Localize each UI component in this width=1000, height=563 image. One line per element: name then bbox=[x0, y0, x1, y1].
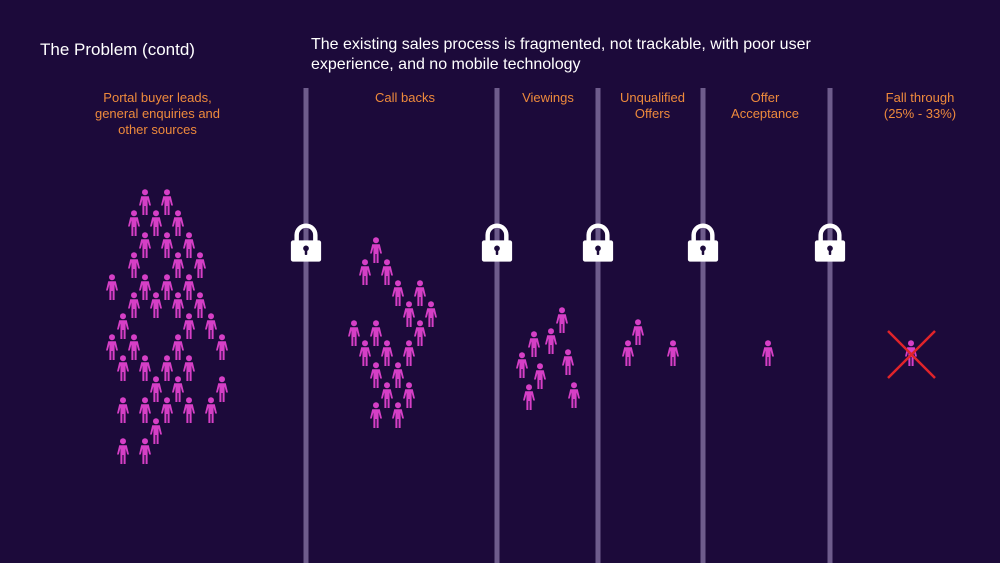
person-icon bbox=[194, 292, 206, 318]
person-icon bbox=[172, 210, 184, 236]
person-icon bbox=[516, 352, 528, 378]
person-icon bbox=[392, 402, 404, 428]
person-icon bbox=[150, 210, 162, 236]
cross-icon bbox=[887, 330, 936, 379]
person-icon bbox=[161, 232, 173, 258]
person-icon bbox=[392, 362, 404, 388]
person-icon bbox=[139, 274, 151, 300]
person-icon bbox=[205, 313, 217, 339]
person-icon bbox=[161, 397, 173, 423]
person-icon bbox=[568, 382, 580, 408]
person-icon bbox=[667, 340, 679, 366]
person-icon bbox=[403, 340, 415, 366]
person-icon bbox=[216, 334, 228, 360]
stage-label-leads: Portal buyer leads, general enquiries an… bbox=[94, 90, 221, 137]
person-icon bbox=[117, 438, 129, 464]
stage-label-offer-acceptance: Offer Acceptance bbox=[731, 90, 799, 121]
person-icon bbox=[172, 252, 184, 278]
person-icon bbox=[370, 237, 382, 263]
person-icon bbox=[194, 252, 206, 278]
person-icon bbox=[348, 320, 360, 346]
person-icon bbox=[161, 189, 173, 215]
person-icon bbox=[128, 334, 140, 360]
person-icon bbox=[359, 259, 371, 285]
stage-label-call-backs: Call backs bbox=[375, 90, 435, 105]
person-icon bbox=[216, 376, 228, 402]
person-icon bbox=[183, 274, 195, 300]
person-icon bbox=[205, 397, 217, 423]
person-icon bbox=[106, 334, 118, 360]
person-icon bbox=[425, 301, 437, 327]
person-icon bbox=[183, 313, 195, 339]
person-icon bbox=[392, 280, 404, 306]
person-icon bbox=[183, 355, 195, 381]
person-icon bbox=[139, 189, 151, 215]
stage-label-fall-through: Fall through (25% - 33%) bbox=[883, 90, 957, 121]
stage-label-unqualified-offers: Unqualified Offers bbox=[619, 90, 686, 121]
person-icon bbox=[359, 340, 371, 366]
person-icon bbox=[117, 313, 129, 339]
person-icon bbox=[139, 355, 151, 381]
person-icon bbox=[117, 355, 129, 381]
person-icon bbox=[106, 274, 118, 300]
person-icon bbox=[172, 334, 184, 360]
person-icon bbox=[414, 280, 426, 306]
person-icon bbox=[403, 382, 415, 408]
person-icon bbox=[150, 292, 162, 318]
slide-subtitle: The existing sales process is fragmented… bbox=[311, 36, 811, 73]
person-icon bbox=[183, 232, 195, 258]
person-icon bbox=[762, 340, 774, 366]
person-icon bbox=[161, 274, 173, 300]
person-icon bbox=[556, 307, 568, 333]
person-icon bbox=[128, 252, 140, 278]
person-icon bbox=[172, 376, 184, 402]
person-icon bbox=[117, 397, 129, 423]
person-icon bbox=[632, 319, 644, 345]
person-icon bbox=[128, 292, 140, 318]
person-icon bbox=[534, 363, 546, 389]
person-icon bbox=[150, 376, 162, 402]
person-icon bbox=[139, 397, 151, 423]
person-icon bbox=[523, 384, 535, 410]
person-icon bbox=[414, 320, 426, 346]
person-icon bbox=[370, 402, 382, 428]
person-icon bbox=[370, 320, 382, 346]
person-icon bbox=[545, 328, 557, 354]
person-icon bbox=[183, 397, 195, 423]
person-icon bbox=[150, 418, 162, 444]
person-icon bbox=[128, 210, 140, 236]
person-icon bbox=[403, 301, 415, 327]
person-icon bbox=[172, 292, 184, 318]
person-icon bbox=[528, 331, 540, 357]
stage-label-viewings: Viewings bbox=[522, 90, 574, 105]
slide-title: The Problem (contd) bbox=[40, 40, 195, 59]
person-icon bbox=[161, 355, 173, 381]
person-icon bbox=[562, 349, 574, 375]
person-icon bbox=[381, 340, 393, 366]
person-icon bbox=[622, 340, 634, 366]
person-icon bbox=[381, 259, 393, 285]
person-icon bbox=[139, 438, 151, 464]
person-icon bbox=[381, 382, 393, 408]
person-icon bbox=[139, 232, 151, 258]
person-icon bbox=[370, 362, 382, 388]
